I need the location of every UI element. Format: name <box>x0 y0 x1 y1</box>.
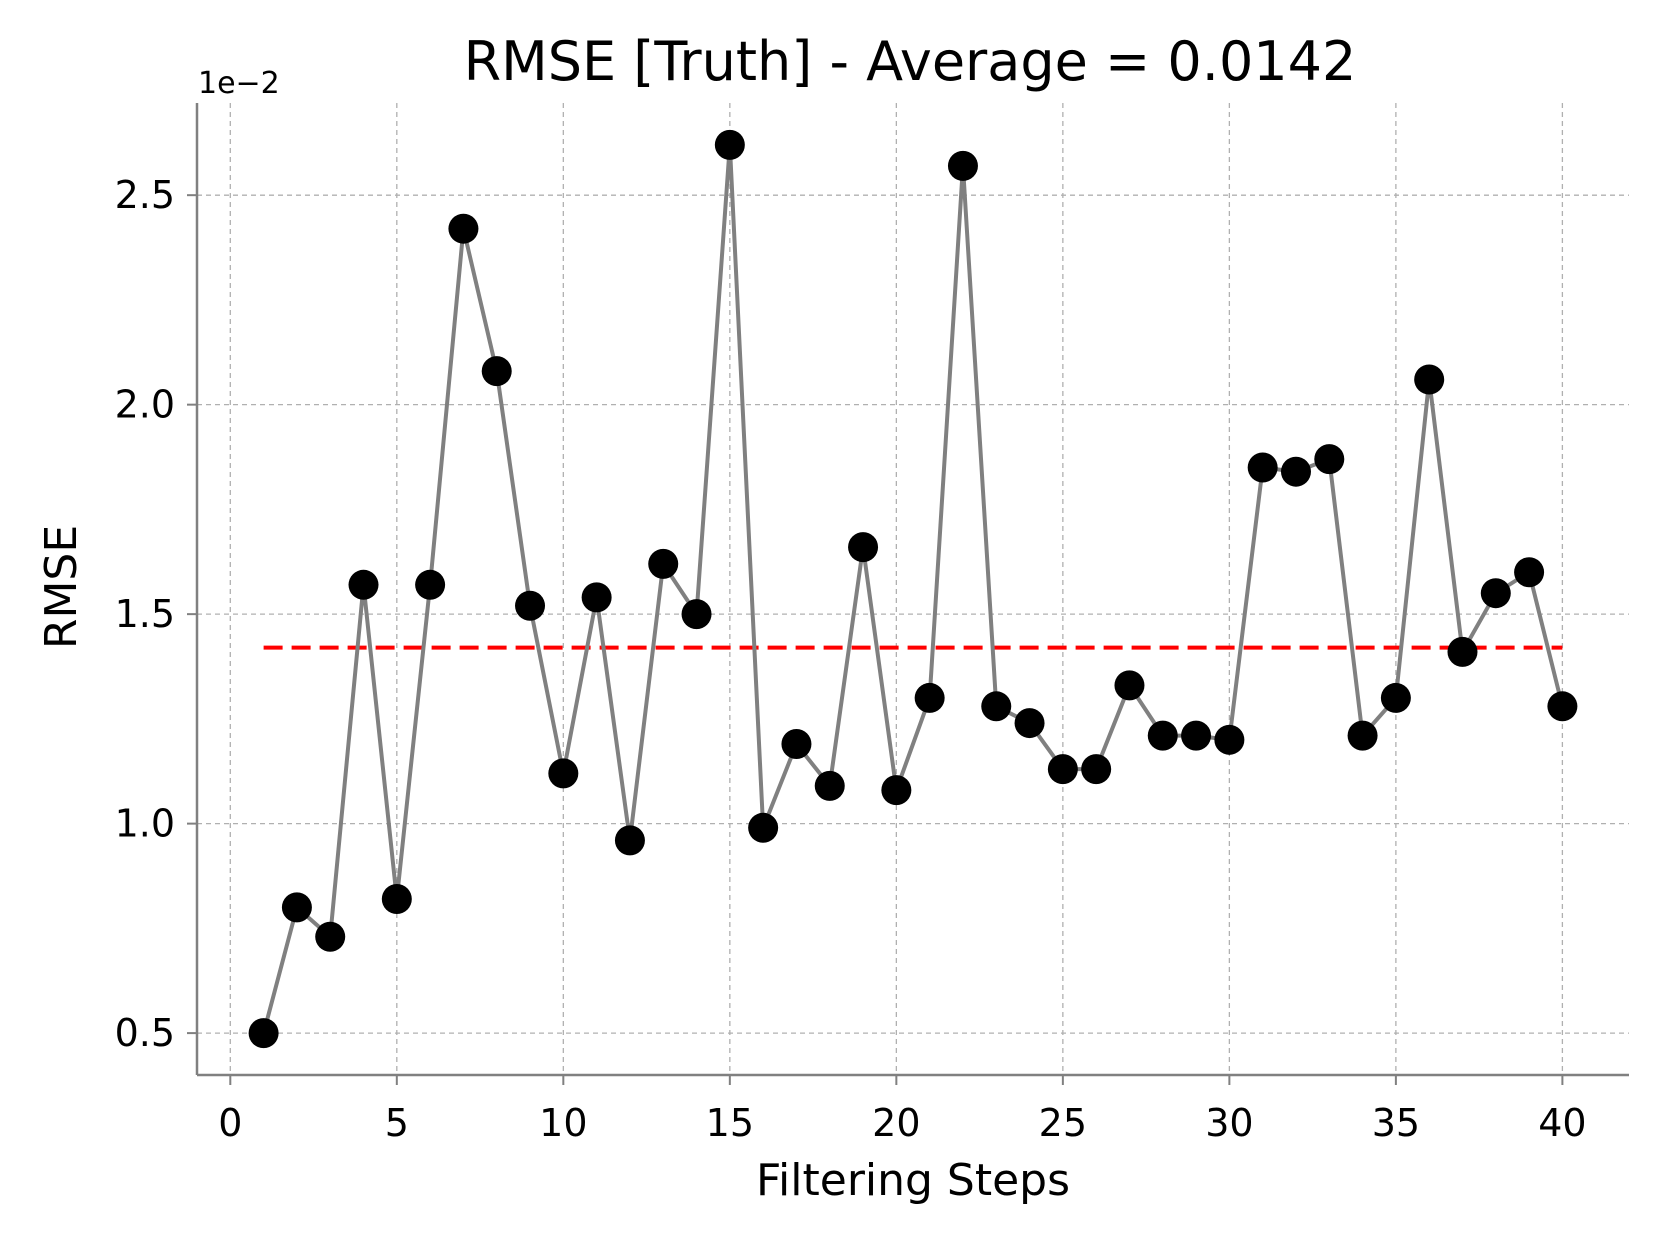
rmse-data-point <box>248 1018 279 1049</box>
rmse-data-point <box>415 569 446 600</box>
x-tick-label: 15 <box>706 1101 754 1145</box>
rmse-data-point <box>548 758 579 789</box>
y-tick-label: 1.5 <box>115 592 175 636</box>
x-tick-label: 25 <box>1039 1101 1087 1145</box>
y-tick-label: 0.5 <box>115 1011 175 1055</box>
rmse-data-point <box>1347 720 1378 751</box>
rmse-data-point <box>814 770 845 801</box>
rmse-data-point <box>914 682 945 713</box>
rmse-data-point <box>947 150 978 181</box>
rmse-data-point <box>981 691 1012 722</box>
rmse-data-point <box>781 729 812 760</box>
rmse-data-point <box>1047 754 1078 785</box>
rmse-data-point <box>1447 636 1478 667</box>
rmse-data-point <box>1547 691 1578 722</box>
rmse-series-line-group <box>261 142 1565 1034</box>
axes <box>195 103 1629 1077</box>
x-tick-label: 20 <box>872 1101 920 1145</box>
rmse-data-point <box>648 548 679 579</box>
rmse-data-point <box>1081 754 1112 785</box>
rmse-data-point <box>681 599 712 630</box>
rmse-data-point <box>1181 720 1212 751</box>
x-tick-label: 35 <box>1372 1101 1420 1145</box>
grid-lines <box>197 103 1629 1075</box>
x-tick-label: 10 <box>539 1101 587 1145</box>
rmse-data-point <box>381 884 412 915</box>
x-tick-label: 30 <box>1205 1101 1253 1145</box>
x-tick-label: 40 <box>1538 1101 1586 1145</box>
x-tick-label: 0 <box>218 1101 242 1145</box>
rmse-data-point <box>1414 364 1445 395</box>
x-axis-label: Filtering Steps <box>756 1155 1070 1206</box>
x-tick-label: 5 <box>385 1101 409 1145</box>
chart-title: RMSE [Truth] - Average = 0.0142 <box>464 30 1357 93</box>
y-tick-label: 2.0 <box>115 383 175 427</box>
rmse-data-point <box>1380 682 1411 713</box>
rmse-data-point <box>581 582 612 613</box>
y-axis-label: RMSE <box>36 525 87 649</box>
rmse-data-point <box>315 921 346 952</box>
rmse-data-point <box>1147 720 1178 751</box>
rmse-data-point <box>1247 452 1278 483</box>
rmse-data-point <box>1014 708 1045 739</box>
y-tick-label: 1.0 <box>115 802 175 846</box>
rmse-data-point <box>515 590 546 621</box>
rmse-data-point <box>1314 444 1345 475</box>
rmse-series-line <box>261 142 1565 1034</box>
rmse-data-point <box>848 532 879 563</box>
rmse-data-point <box>714 129 745 160</box>
rmse-data-point <box>1480 578 1511 609</box>
rmse-data-point <box>481 356 512 387</box>
rmse-data-point <box>281 892 312 923</box>
rmse-data-point <box>748 812 779 843</box>
rmse-data-point <box>881 775 912 806</box>
rmse-data-point <box>1514 557 1545 588</box>
rmse-data-points <box>248 129 1578 1049</box>
rmse-data-point <box>614 825 645 856</box>
rmse-data-point <box>1114 670 1145 701</box>
rmse-data-point <box>348 569 379 600</box>
y-axis-ticks: 0.5 1.0 1.5 2.0 2.5 <box>115 173 197 1055</box>
rmse-data-point <box>1280 456 1311 487</box>
rmse-data-point <box>448 213 479 244</box>
y-axis-scale-label: 1e−2 <box>198 66 280 101</box>
x-axis-ticks: 0 5 10 15 20 25 30 35 40 <box>218 1075 1587 1145</box>
y-tick-label: 2.5 <box>115 173 175 217</box>
rmse-data-point <box>1214 724 1245 755</box>
